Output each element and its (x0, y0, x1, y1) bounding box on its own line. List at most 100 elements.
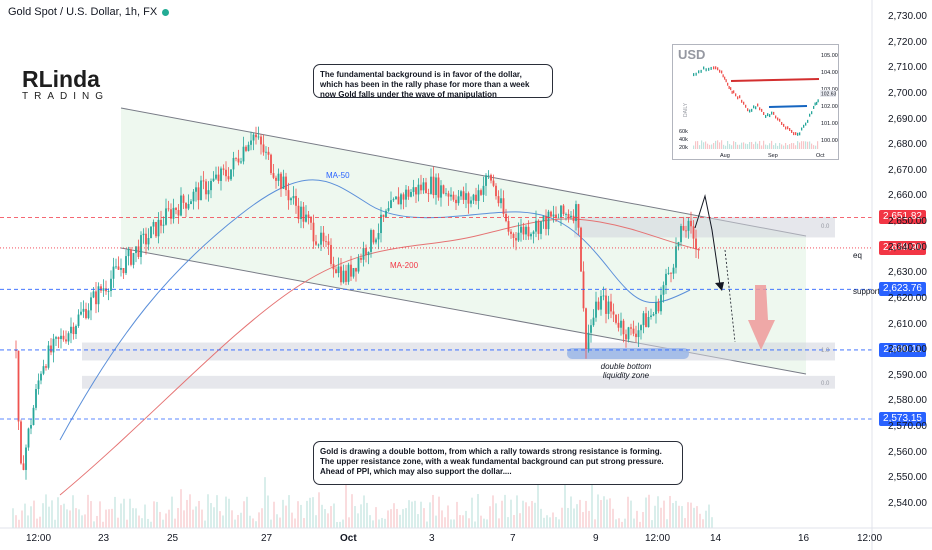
volume-bar (45, 494, 47, 528)
fundamental-callout: The fundamental background is in favor o… (313, 64, 553, 99)
inset-candle (728, 85, 730, 89)
candle-body (440, 185, 442, 198)
inset-volume-bar (777, 145, 779, 149)
candle-body (360, 257, 362, 260)
candle-body (127, 249, 130, 257)
volume-bar (633, 518, 635, 528)
volume-bars (12, 477, 713, 528)
volume-bar (171, 496, 173, 528)
volume-bar (135, 508, 137, 528)
inset-volume-bar (695, 141, 697, 149)
candle-body (25, 447, 27, 470)
candle-body (615, 314, 617, 323)
volume-bar (210, 503, 212, 528)
volume-bar (165, 513, 167, 528)
volume-bar (123, 498, 125, 528)
volume-bar (399, 514, 401, 528)
y-tick-label: 2,590.00 (888, 369, 927, 381)
inset-volume-bar (775, 143, 777, 149)
inset-candle (724, 76, 726, 80)
candle-body (552, 214, 555, 217)
volume-bar (255, 521, 257, 528)
candle-body (525, 226, 527, 235)
bearish-arrow (748, 285, 775, 350)
volume-bar (600, 499, 602, 528)
volume-bar (303, 518, 305, 528)
inset-volume-bar (743, 142, 745, 149)
candle-body (17, 350, 20, 422)
inset-candle (783, 123, 785, 127)
inset-x-tick: Aug (720, 153, 730, 159)
x-tick-label: Oct (340, 533, 357, 544)
candle-body (477, 190, 480, 201)
volume-bar (15, 515, 17, 528)
volume-bar (624, 518, 626, 528)
forecast-arrowhead (715, 282, 724, 291)
volume-bar (54, 519, 56, 528)
candle-body (292, 196, 295, 199)
volume-bar (105, 509, 107, 528)
candle-body (380, 214, 382, 234)
volume-bar (513, 515, 515, 528)
candle-body (400, 194, 402, 205)
fib-label-upper: 0.0 (821, 224, 830, 230)
volume-bar (444, 517, 446, 528)
candle-body (60, 335, 62, 339)
inset-volume-bar (781, 144, 783, 149)
candle-body (37, 380, 40, 390)
candle-body (72, 326, 75, 335)
volume-bar (408, 500, 410, 528)
candle-body (527, 226, 530, 237)
candle-body (347, 264, 350, 282)
volume-bar (195, 506, 197, 528)
inset-volume-bar (791, 143, 793, 149)
candle-body (270, 154, 272, 174)
candle-body (575, 204, 577, 222)
volume-bar (249, 515, 251, 528)
candle-body (122, 268, 125, 274)
candle-body (345, 270, 347, 282)
inset-candle (801, 127, 803, 131)
candle-body (577, 204, 580, 228)
logo-tagline: TRADING (22, 91, 109, 102)
ma200-label: MA-200 (390, 261, 419, 270)
inset-candle (769, 114, 771, 118)
volume-bar (63, 503, 65, 528)
volume-bar (609, 498, 611, 528)
inset-candle (759, 107, 761, 111)
candle-body (167, 208, 170, 210)
inset-volume-bar (793, 143, 795, 149)
candle-body (565, 213, 567, 215)
volume-bar (438, 496, 440, 528)
candle-body (480, 190, 482, 195)
inset-candle (721, 70, 723, 74)
volume-bar (147, 518, 149, 528)
y-tick-label: 2,540.00 (888, 498, 927, 509)
volume-bar (246, 496, 248, 528)
inset-volume-bar (705, 141, 707, 149)
target-path (724, 249, 736, 343)
volume-bar (447, 505, 449, 528)
candle-body (205, 181, 207, 195)
inset-candle (763, 112, 765, 116)
inset-volume-bar (801, 141, 803, 149)
candle-body (670, 272, 672, 274)
inset-side-label: DAILY (683, 102, 689, 117)
inset-candle (719, 69, 721, 73)
candle-body (260, 136, 262, 145)
inset-candle (741, 99, 743, 103)
candle-body (600, 296, 602, 310)
candle-body (342, 270, 345, 283)
candle-body (42, 366, 45, 374)
volume-bar (543, 517, 545, 528)
candle-body (137, 246, 140, 257)
volume-bar (534, 502, 536, 528)
candle-body (67, 333, 70, 342)
ma200-line (59, 218, 701, 496)
candle-body (370, 230, 372, 252)
inset-volume-bar (815, 145, 817, 149)
y-tick-label: 2,690.00 (888, 113, 927, 125)
candle-body (580, 227, 582, 272)
volume-bar (621, 521, 623, 528)
